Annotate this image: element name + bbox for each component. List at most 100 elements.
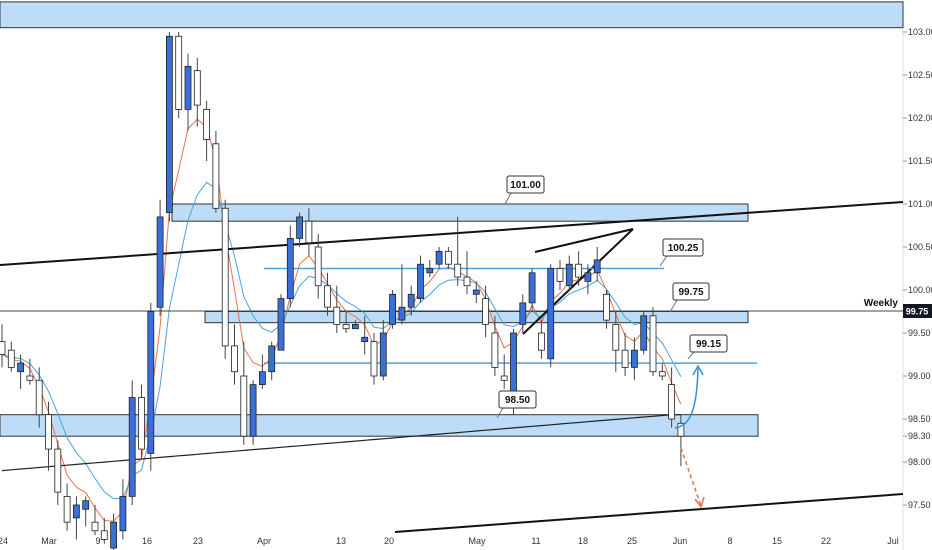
candle-body [398,306,406,321]
candle [221,199,229,359]
candle-body [35,379,43,416]
candle [668,367,675,428]
y-tick-label: 100.50 [908,242,932,252]
candle-body [268,345,276,373]
candle [444,247,452,269]
x-tick-label: Jun [673,536,688,546]
candle [333,285,341,333]
candle-body [100,530,108,540]
x-tick-label: 9 [95,536,100,546]
candle [268,341,276,381]
callout-pointer [496,407,504,419]
candle-body [435,250,443,265]
callout-label: 101.00 [510,180,541,191]
candle-body [556,268,564,282]
projection-up-arrow [674,367,699,429]
callout-pointer [504,192,512,205]
candle-body [231,345,238,373]
candle-body [82,500,90,510]
x-tick-label: Jul [887,536,899,546]
candle-body [482,298,490,325]
candle-body [0,341,6,355]
candle [138,384,145,458]
candle-body [193,70,201,106]
candle [231,324,238,385]
candle [82,496,90,527]
callout-pointer [659,255,668,267]
candle [212,130,220,213]
candle-body [528,272,536,304]
wedge-line-upper [534,228,634,253]
price-axis[interactable]: 103.00 102.50 102.00 101.50 101.00 100.50 100.… [903,27,932,510]
candle-body [519,302,527,325]
x-tick-label: 11 [531,536,540,546]
candle-body [426,268,434,274]
candle-body [649,315,657,373]
callout-box [498,390,537,409]
candle [472,281,480,303]
candle-body [677,422,685,437]
candle [296,212,304,247]
candle-body [593,259,601,274]
y-tick-label: 103.00 [908,27,932,37]
candle [547,264,555,368]
candle-body [472,289,480,295]
candle [110,513,117,550]
candle-body [110,521,117,549]
candle [649,307,657,376]
candle [258,354,266,389]
candle [286,225,294,308]
candle [640,311,648,355]
candle [482,285,490,338]
y-tick-label: 102.00 [908,113,932,123]
candle-body [417,263,424,300]
candle-body [119,495,127,532]
candle-body [640,315,648,351]
candle [128,380,136,505]
time-axis[interactable]: 24 Mar 9 16 23 Apr 13 20 May 11 18 25 Jun 8 15 22 Jul [0,536,899,546]
y-tick-label: 101.00 [908,199,932,209]
x-tick-label: May [468,536,486,546]
candle [165,32,173,222]
y-tick-label: 98.30 [908,431,931,441]
candle-body [277,298,285,351]
candle [277,294,285,351]
candle-body [54,448,62,493]
candle [0,324,6,368]
candle-body [17,362,25,373]
y-tick-label: 98.00 [908,457,931,467]
candle [342,311,350,333]
candle-body [603,293,610,321]
candle-body [538,332,545,351]
x-tick-label: 15 [772,536,782,546]
candle-body [128,397,136,497]
x-tick-label: 8 [727,536,732,546]
candle [156,199,164,316]
candle-body [156,216,164,308]
candle-body [305,220,313,244]
candle-body [286,237,294,299]
candle-body [342,323,350,330]
x-tick-label: 16 [142,536,152,546]
candle-body [314,246,322,287]
candle-body [258,371,266,386]
zone-98-50 [0,414,759,437]
upper-trendline [0,201,904,266]
candle-body [296,216,304,239]
candle-body [63,495,71,523]
candle-body [138,397,145,450]
candle [240,341,248,445]
candle [593,247,601,282]
candle-body [249,384,257,437]
candle [17,354,25,389]
callout-box [689,334,728,353]
candle [147,302,155,471]
x-tick-label: 25 [627,536,637,546]
candle [119,479,127,540]
candle-body [658,371,666,377]
projection-layer [674,364,705,509]
candle-body [221,207,229,347]
candle [305,208,313,256]
projection-down-line [680,447,702,507]
